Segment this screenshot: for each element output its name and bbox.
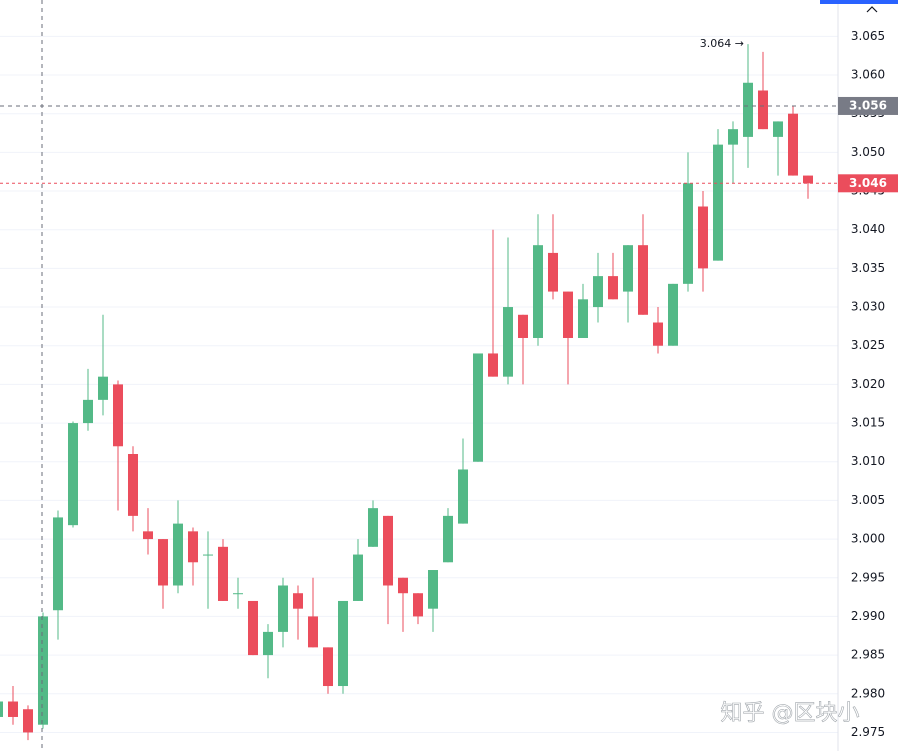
candle-body: [173, 523, 183, 586]
candle-body: [383, 515, 393, 586]
high-annotation: 3.064 →: [700, 37, 744, 50]
y-tick-label: 3.000: [851, 532, 885, 546]
candle-body: [263, 631, 273, 656]
grid: [0, 35, 838, 733]
candle-body: [83, 399, 93, 424]
candle-body: [653, 322, 663, 346]
candle-body: [368, 508, 378, 547]
candle-body: [413, 593, 423, 617]
last-price-label: 3.046: [849, 176, 887, 190]
candle-body: [203, 554, 213, 556]
candle-body: [638, 245, 648, 315]
y-tick-label: 3.065: [851, 29, 885, 43]
candles: [0, 44, 813, 741]
y-tick-label: 3.020: [851, 377, 885, 391]
candle-body: [578, 299, 588, 338]
candle-body: [323, 647, 333, 687]
y-tick-label: 2.980: [851, 686, 885, 700]
candle-body: [248, 600, 258, 656]
y-tick-label: 3.010: [851, 454, 885, 468]
y-tick-label: 3.015: [851, 416, 885, 430]
candle-body: [563, 291, 573, 338]
candle-body: [188, 531, 198, 563]
y-tick-label: 3.035: [851, 261, 885, 275]
candle-body: [593, 276, 603, 308]
candle-body: [0, 701, 3, 717]
candle-body: [98, 376, 108, 400]
last-price-box: [838, 174, 898, 193]
candle-body: [803, 175, 813, 184]
candle-body: [143, 531, 153, 540]
y-tick-label: 2.995: [851, 570, 885, 584]
candle-body: [53, 517, 63, 611]
price-axis: 2.975 2.980 2.985 2.990 2.995 3.000 3.005 3.010…: [838, 29, 898, 739]
candle-body: [458, 469, 468, 524]
candle-body: [683, 183, 693, 284]
y-tick-label: 3.040: [851, 222, 885, 236]
candle-body: [338, 600, 348, 687]
y-tick-label: 2.990: [851, 609, 885, 623]
candle-body: [548, 252, 558, 292]
candle-body: [293, 593, 303, 609]
candle-body: [728, 129, 738, 145]
y-tick-label: 3.025: [851, 338, 885, 352]
y-tick-label: 3.030: [851, 300, 885, 314]
candle-body: [488, 353, 498, 377]
candle-body: [113, 384, 123, 447]
candle-body: [308, 616, 318, 648]
candle-body: [503, 307, 513, 377]
candle-body: [623, 245, 633, 292]
y-tick-label: 3.050: [851, 145, 885, 159]
y-tick-label: 3.005: [851, 493, 885, 507]
candle-body: [518, 314, 528, 338]
candle-body: [23, 709, 33, 733]
candle-body: [68, 423, 78, 526]
candle-body: [218, 546, 228, 601]
candle-body: [128, 454, 138, 516]
chevron-icon[interactable]: [866, 6, 878, 13]
toolbar-button[interactable]: [820, 0, 898, 4]
candle-body: [428, 570, 438, 609]
candle-body: [743, 82, 753, 137]
candle-body: [398, 577, 408, 594]
candle-body: [473, 353, 483, 462]
y-tick-label: 3.060: [851, 68, 885, 82]
candle-body: [38, 616, 48, 725]
candle-body: [353, 554, 363, 601]
candle-body: [788, 113, 798, 176]
candle-body: [668, 283, 678, 346]
candle-body: [158, 539, 168, 586]
watermark: 知乎 @区块小: [721, 701, 860, 726]
y-tick-label: 2.975: [851, 725, 885, 739]
crosshair-label-box: [838, 96, 898, 115]
candle-body: [233, 593, 243, 595]
candle-body: [533, 245, 543, 338]
candle-body: [278, 585, 288, 632]
y-tick-label: 2.985: [851, 648, 885, 662]
overlay: 3.064 →: [0, 37, 838, 184]
candle-body: [713, 144, 723, 261]
candle-body: [773, 121, 783, 137]
candle-body: [758, 90, 768, 130]
candle-body: [443, 515, 453, 563]
candle-body: [698, 206, 708, 269]
candle-body: [608, 276, 618, 300]
crosshair-label: 3.056: [849, 98, 887, 112]
candle-body: [8, 701, 18, 717]
